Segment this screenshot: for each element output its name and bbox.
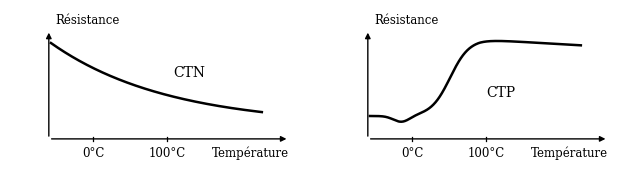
- Text: Résistance: Résistance: [55, 14, 119, 27]
- Text: CTN: CTN: [174, 66, 205, 80]
- Text: Température: Température: [212, 147, 289, 160]
- Text: 100°C: 100°C: [148, 147, 186, 160]
- Text: 0°C: 0°C: [82, 147, 104, 160]
- Text: Température: Température: [531, 147, 608, 160]
- Text: 0°C: 0°C: [401, 147, 423, 160]
- Text: CTP: CTP: [486, 87, 515, 100]
- Text: 100°C: 100°C: [467, 147, 505, 160]
- Text: Résistance: Résistance: [374, 14, 438, 27]
